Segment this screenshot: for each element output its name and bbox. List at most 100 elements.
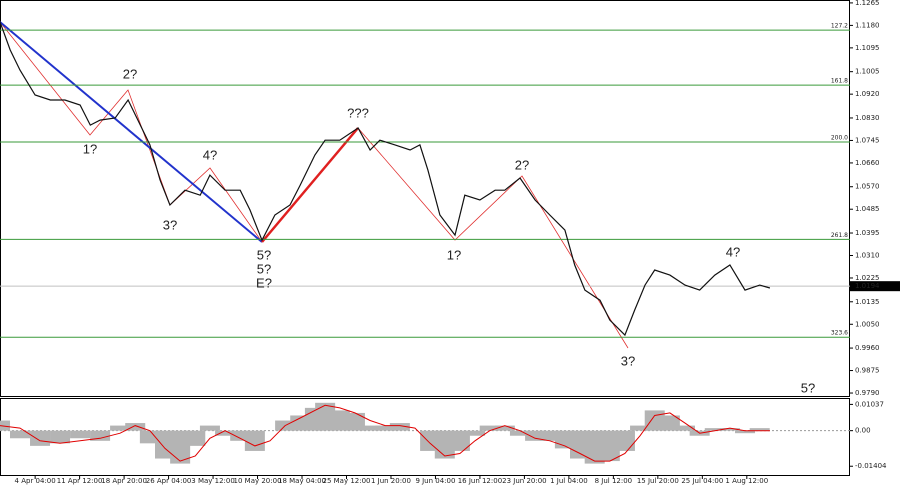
wave-label: 3? <box>163 217 177 232</box>
x-tick-label: 11 Apr 12:00 <box>57 477 103 485</box>
x-tick-label: 18 Apr 20:00 <box>101 477 147 485</box>
histogram-bar <box>155 430 176 459</box>
wave-line <box>357 127 629 349</box>
histogram-bar <box>360 425 381 431</box>
histogram-bar <box>90 430 111 441</box>
x-tick-label: 1 Jun 20:00 <box>371 477 411 485</box>
histogram-bar <box>479 425 500 431</box>
histogram-bar <box>509 430 530 436</box>
y-tick-label: 1.1095 <box>855 44 880 52</box>
wave-label: 5? <box>801 380 815 395</box>
histogram-bar <box>170 430 191 464</box>
histogram-bar <box>344 412 365 431</box>
level-label: 127.2 <box>831 23 848 30</box>
level-label: 161.8 <box>831 78 848 85</box>
level-label: 200.0 <box>831 135 848 142</box>
histogram-bar <box>584 430 605 464</box>
wave-label: 2? <box>123 66 137 81</box>
histogram-bar <box>230 430 251 441</box>
histogram-bar <box>30 430 51 446</box>
histogram-bar <box>139 430 160 444</box>
wave-label: 1? <box>83 141 97 156</box>
level-label: 261.8 <box>831 232 848 239</box>
y-tick-label: 1.0485 <box>855 205 880 213</box>
x-tick-label: 16 Jun 12:00 <box>458 477 502 485</box>
histogram-bar <box>735 430 756 434</box>
x-tick-label: 10 May 20:00 <box>234 477 282 485</box>
x-tick-label: 23 Jun 20:00 <box>502 477 546 485</box>
histogram-bar <box>10 430 31 439</box>
wave-label: 4? <box>726 244 740 259</box>
x-tick-label: 25 Jul 04:00 <box>681 477 723 485</box>
histogram-bar <box>539 430 560 441</box>
histogram-bar <box>674 425 695 431</box>
last-price-label: 1.0194 <box>855 282 880 290</box>
histogram-bar <box>644 410 665 431</box>
wave-line <box>0 21 263 243</box>
histogram-bar <box>389 423 410 431</box>
histogram-bar <box>614 430 635 451</box>
x-tick-label: 15 Jul 20:00 <box>637 477 679 485</box>
histogram-bar <box>375 425 396 431</box>
histogram-bar <box>704 428 725 431</box>
wave-lines <box>0 21 629 349</box>
y-tick-label: 1.0660 <box>855 159 880 167</box>
histogram-bar <box>244 430 265 451</box>
x-tick-label: 1 Jul 04:00 <box>550 477 588 485</box>
x-tick-label: 25 May 12:00 <box>322 477 370 485</box>
histogram-bar <box>525 430 546 441</box>
x-tick-label: 4 Apr 04:00 <box>15 477 56 485</box>
histogram-bar <box>719 428 740 431</box>
x-tick-label: 18 May 04:00 <box>278 477 326 485</box>
y-tick-label: 0.00 <box>855 427 871 435</box>
y-tick-label: 0.9790 <box>855 389 880 397</box>
wave-label: 1? <box>447 247 461 262</box>
histogram-bar <box>215 430 236 436</box>
wave-label: 4? <box>203 147 217 162</box>
wave-label: 3? <box>621 353 635 368</box>
histogram-bar <box>50 430 71 444</box>
x-tick-label: 3 May 12:00 <box>191 477 235 485</box>
wave-label: 2? <box>515 157 529 172</box>
y-tick-label: 1.0920 <box>855 90 880 98</box>
histogram-bar <box>185 430 206 446</box>
wave-label: E? <box>256 275 272 290</box>
histogram-bar <box>749 428 770 431</box>
level-label: 323.6 <box>831 330 848 337</box>
histogram-bar <box>494 425 515 431</box>
y-tick-label: 1.0570 <box>855 183 880 191</box>
price-line <box>0 21 771 337</box>
histogram-bar <box>70 430 91 439</box>
y-tick-label: 1.1265 <box>855 0 880 7</box>
histogram-bar <box>630 425 651 431</box>
y-tick-label: -0.01404 <box>855 462 887 470</box>
y-tick-label: 1.0135 <box>855 298 880 306</box>
price-panel <box>0 0 850 397</box>
wave-label: 5? <box>257 247 271 262</box>
oscillator-panel <box>0 398 850 476</box>
y-tick-label: 1.0225 <box>855 274 880 282</box>
wave-label: ??? <box>347 105 369 120</box>
y-tick-label: 1.0395 <box>855 229 880 237</box>
histogram-bar <box>329 410 350 431</box>
y-tick-label: 0.9875 <box>855 367 880 375</box>
histogram-bar <box>465 430 486 436</box>
histogram-bar <box>599 430 620 462</box>
x-tick-label: 9 Jun 04:00 <box>415 477 455 485</box>
x-tick-label: 8 Jul 12:00 <box>595 477 633 485</box>
x-tick-label: 1 Aug 12:00 <box>725 477 768 485</box>
histogram-bar <box>199 425 220 431</box>
x-tick-label: 26 Apr 04:00 <box>146 477 192 485</box>
histogram-bar <box>110 425 131 431</box>
y-tick-label: 1.0050 <box>855 320 880 328</box>
histogram-bar <box>0 420 11 431</box>
wave-label: 5? <box>257 261 271 276</box>
y-tick-label: 1.1005 <box>855 68 880 76</box>
y-tick-label: 1.1180 <box>855 21 880 29</box>
y-tick-label: 0.01037 <box>855 400 884 408</box>
histogram-bar <box>449 430 470 451</box>
y-tick-label: 1.0310 <box>855 251 880 259</box>
y-tick-label: 1.0830 <box>855 114 880 122</box>
signal-line <box>0 404 770 462</box>
histogram-bar <box>659 415 680 431</box>
